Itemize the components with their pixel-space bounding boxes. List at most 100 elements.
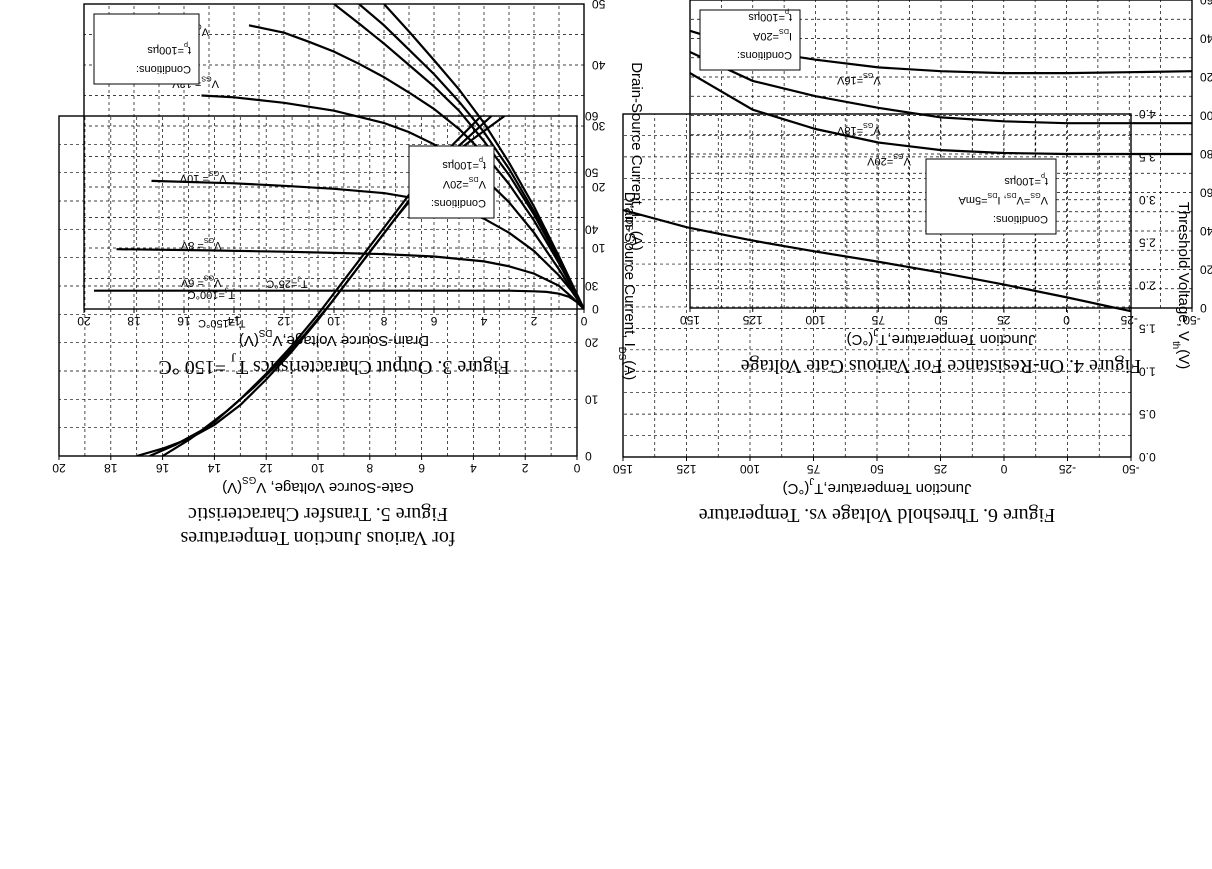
x-tick-label: 16: [177, 314, 191, 328]
x-tick-label: 8: [380, 314, 387, 328]
chart-title: Figure 4. On-Resistance For Various Gate…: [741, 355, 1142, 377]
x-tick-label: 0: [1000, 462, 1007, 476]
x-tick-label: 8: [366, 461, 373, 475]
y-tick-label: 160: [1200, 0, 1212, 7]
x-tick-label: 125: [676, 462, 696, 476]
x-tick-label: 6: [430, 314, 437, 328]
chart-title: Figure 3. Output Characteristics TJ =150…: [158, 351, 509, 379]
y-tick-label: 30: [592, 119, 606, 133]
series-line: [248, 24, 584, 309]
x-tick-label: 14: [227, 314, 241, 328]
series-line: [623, 208, 1131, 313]
chart-title: Figure 6. Threshold Voltage vs. Temperat…: [699, 504, 1056, 526]
x-tick-label: 2: [530, 314, 537, 328]
y-tick-label: 50: [592, 0, 606, 11]
x-tick-label: 4: [480, 314, 487, 328]
y-tick-label: 20: [585, 336, 599, 350]
fig5-chart: 024681012141618200102030405060Gate-Sourc…: [52, 109, 638, 549]
x-tick-label: 4: [470, 461, 477, 475]
series-line: [690, 51, 1192, 125]
y-tick-label: 0.0: [1139, 450, 1156, 464]
y-tick-label: 80: [1200, 147, 1212, 161]
y-axis-label: Drain-Source Current, IDS(A): [617, 192, 639, 381]
x-tick-label: 50: [934, 313, 948, 327]
conditions-frame: [408, 145, 495, 219]
series-line: [116, 248, 584, 309]
y-tick-label: 40: [1200, 224, 1212, 238]
x-tick-label: 20: [52, 461, 66, 475]
fig3-chart: 0 2 4 6 8 10 12 14 16 18 20 0 10 20 30 40 50 Drain-Source…: [77, 0, 645, 378]
y-tick-label: 2.5: [1139, 236, 1156, 250]
series-label: TJ=150°C: [198, 314, 245, 329]
x-tick-label: -50: [1122, 462, 1140, 476]
y-tick-label: 100: [1200, 109, 1212, 123]
x-tick-label: 25: [997, 313, 1011, 327]
y-tick-label: 0: [592, 302, 599, 316]
conditions-box: Conditions: VGS=VDS, IDS=5mA tp=100µs: [925, 158, 1057, 235]
series-line: [94, 289, 584, 309]
conditions-line: tp=100µs: [748, 8, 792, 23]
x-tick-label: 2: [522, 461, 529, 475]
x-axis-label: Junction Temperature,TJ(°C): [846, 327, 1035, 349]
y-tick-label: 120: [1200, 70, 1212, 84]
series-label: VGS=16V: [836, 71, 880, 86]
y-tick-label: 20: [1200, 263, 1212, 277]
y-tick-label: 60: [585, 109, 599, 123]
series-label: VGS= 8V: [180, 236, 221, 251]
y-tick-label: 50: [585, 166, 599, 180]
x-tick-label: 18: [104, 461, 118, 475]
x-tick-label: 16: [156, 461, 170, 475]
series-line: [333, 4, 584, 309]
conditions-line: Conditions:: [737, 49, 792, 61]
series-line: [201, 94, 584, 309]
y-tick-label: 1.0: [1139, 364, 1156, 378]
y-tick-label: 60: [1200, 186, 1212, 200]
y-tick-label: 4.0: [1139, 107, 1156, 121]
series-line: [358, 4, 584, 309]
series-label: VGS= 6V: [180, 274, 221, 289]
x-tick-label: -50: [1183, 313, 1201, 327]
x-tick-label: -25: [1120, 313, 1138, 327]
y-tick-label: 2.0: [1139, 279, 1156, 293]
conditions-line: Conditions:: [431, 197, 486, 209]
y-tick-label: 0: [585, 449, 592, 463]
x-tick-label: 100: [740, 462, 760, 476]
chart-title-line2: for Various Junction Temperatures: [180, 527, 455, 549]
x-tick-label: 6: [418, 461, 425, 475]
conditions-line: Conditions:: [136, 63, 191, 75]
x-axis-label: Gate-Source Voltage, VGS(V): [222, 475, 414, 497]
conditions-frame: [93, 13, 200, 85]
y-axis-label: Threshold Voltage, Vth(V): [1171, 202, 1193, 369]
x-tick-label: 20: [77, 314, 91, 328]
conditions-line: tp=100µs: [1004, 172, 1048, 187]
series-label: VGS=20V: [867, 152, 911, 167]
x-tick-label: 150: [680, 313, 700, 327]
x-tick-label: 0: [573, 461, 580, 475]
x-tick-label: 12: [259, 461, 273, 475]
x-axis-label: Junction Temperature,TJ(°C): [782, 476, 971, 498]
fig6-chart: -50 -25 0 25 50 75 100 125 150 0.0 0.5 1.0 1.5 2.0 2.5…: [613, 107, 1192, 526]
series-line: [690, 72, 1192, 156]
conditions-line: tp=100µs: [147, 41, 191, 56]
y-tick-label: 40: [585, 222, 599, 236]
x-tick-label: 10: [311, 461, 325, 475]
series-label: TJ=100°C: [188, 286, 235, 301]
y-tick-label: 20: [592, 180, 606, 194]
conditions-line: IDS=20A: [752, 27, 792, 42]
conditions-line: Conditions:: [993, 213, 1048, 225]
x-tick-label: 150: [613, 462, 633, 476]
x-tick-label: 0: [580, 314, 587, 328]
x-tick-label: 18: [127, 314, 141, 328]
conditions-box: Conditions: IDS=20A tp=100µs: [699, 8, 801, 71]
y-tick-label: 140: [1200, 32, 1212, 46]
x-tick-label: 12: [277, 314, 291, 328]
conditions-line: VGS=VDS, IDS=5mA: [958, 191, 1048, 206]
conditions-box: Conditions: VDS=20V tp=100µs: [408, 145, 495, 219]
y-tick-label: 3.0: [1139, 193, 1156, 207]
chart-title: Figure 5. Transfer Characteristic: [188, 503, 448, 525]
x-tick-label: 10: [327, 314, 341, 328]
conditions-frame: [699, 9, 801, 71]
conditions-box: Conditions: tp=100µs: [93, 13, 200, 85]
